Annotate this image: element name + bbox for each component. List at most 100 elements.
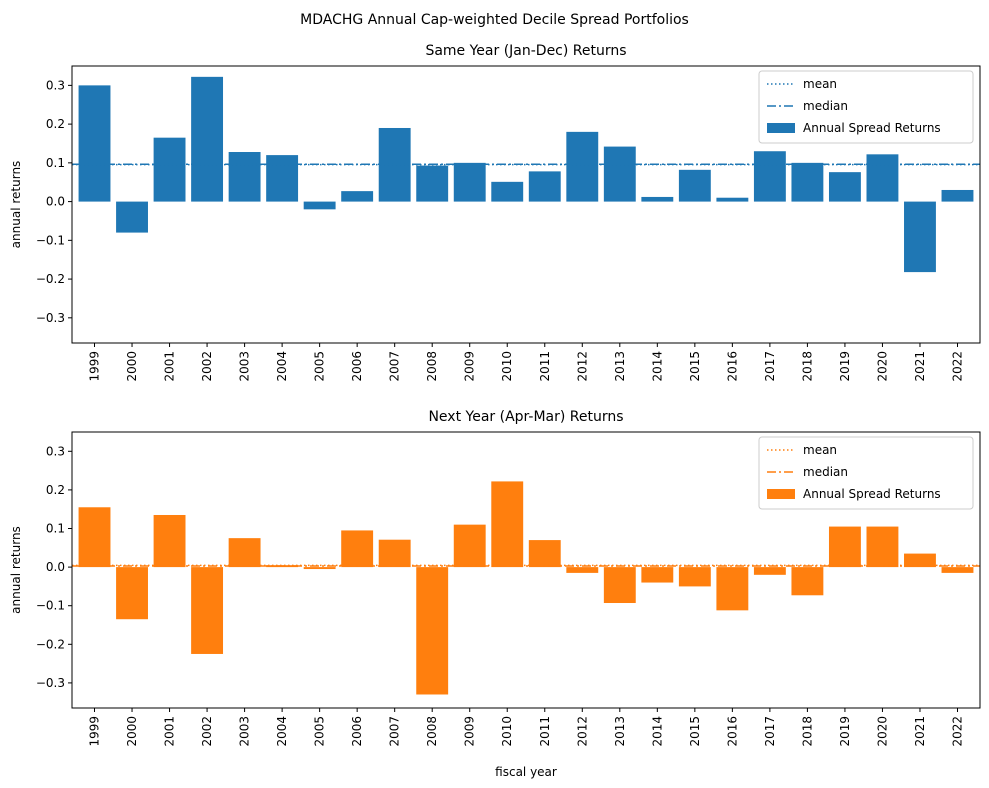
bar-2021	[904, 553, 936, 568]
bar-2002	[191, 567, 224, 654]
bar-2013	[603, 567, 636, 604]
x-tick-label: 2000	[125, 716, 139, 747]
bar-2019	[828, 526, 861, 568]
x-tick-label: 2019	[838, 716, 852, 747]
bar-2022	[941, 189, 974, 202]
x-tick-label: 2016	[725, 351, 739, 382]
x-tick-label: 2018	[800, 351, 814, 382]
legend: mean median Annual Spread Returns	[758, 436, 974, 510]
x-tick-label: 2013	[613, 351, 627, 382]
bar-2017	[753, 567, 786, 575]
bar-2008	[416, 567, 449, 695]
bar-2018	[791, 567, 824, 596]
x-tick-label: 2007	[388, 351, 402, 382]
x-tick-label: 2013	[613, 716, 627, 747]
bar-2009	[453, 162, 486, 202]
y-tick-label: 0.1	[46, 156, 65, 170]
bar-2011	[528, 540, 561, 568]
x-tick-label: 2012	[575, 716, 589, 747]
y-axis-label: annual returns	[9, 161, 23, 249]
bar-2022	[941, 567, 974, 573]
y-tick-label: 0.0	[46, 560, 65, 574]
bar-2012	[566, 131, 599, 202]
x-tick-label: 2002	[200, 716, 214, 747]
panel-next-year: Next Year (Apr-Mar) Returns −0.3 −0.2 −0.1 0…	[9, 409, 981, 779]
panel-title: Next Year (Apr-Mar) Returns	[428, 409, 623, 425]
x-tick-label: 2004	[275, 351, 289, 382]
bar-2001	[153, 137, 186, 202]
x-tick-label: 2004	[275, 716, 289, 747]
bar-2006	[341, 191, 374, 202]
y-axis-label: annual returns	[9, 526, 23, 614]
bar-2007	[378, 539, 411, 568]
y-tick-label: 0.3	[46, 444, 65, 458]
bar-2014	[641, 567, 674, 583]
bar-2016	[716, 567, 749, 611]
x-tick-label: 2008	[425, 351, 439, 382]
bar-2008	[416, 165, 449, 202]
x-tick-label: 2021	[913, 351, 927, 382]
x-tick-label: 2022	[950, 351, 964, 382]
bar-2020	[866, 526, 899, 568]
legend-box	[758, 70, 974, 144]
x-tick-label: 2001	[163, 716, 177, 747]
legend: mean median Annual Spread Returns	[758, 70, 974, 144]
y-tick-label: 0.2	[46, 117, 65, 131]
y-tick-label: 0.0	[46, 195, 65, 209]
x-tick-label: 2011	[538, 716, 552, 747]
x-tick-label: 2018	[800, 716, 814, 747]
bar-2006	[341, 530, 374, 568]
bar-2016	[716, 197, 749, 202]
x-tick-label: 2017	[763, 351, 777, 382]
x-tick-label: 2017	[763, 716, 777, 747]
y-tick-label: −0.1	[36, 599, 65, 613]
legend-label: Annual Spread Returns	[803, 121, 941, 135]
legend-label: mean	[803, 443, 837, 457]
x-axis-label: fiscal year	[495, 765, 557, 779]
bar-2015	[678, 567, 711, 587]
bar-2002	[191, 76, 224, 202]
y-tick-label: −0.3	[36, 311, 65, 325]
x-tick-label: 2021	[913, 716, 927, 747]
bar-2010	[491, 181, 524, 202]
legend-bar-swatch	[767, 123, 795, 133]
bar-2018	[791, 162, 824, 202]
x-tick-label: 2009	[463, 716, 477, 747]
bar-2005	[303, 567, 336, 570]
x-tick-label: 2012	[575, 351, 589, 382]
x-tick-label: 2006	[350, 716, 364, 747]
bar-2000	[116, 201, 148, 233]
plot-frame	[71, 431, 981, 709]
x-tick-label: 1999	[88, 351, 102, 382]
x-tick-label: 2008	[425, 716, 439, 747]
x-tick-label: 2003	[238, 716, 252, 747]
x-tick-label: 2011	[538, 351, 552, 382]
x-tick-label: 2014	[650, 716, 664, 747]
bar-2003	[228, 538, 261, 568]
x-tick-label: 2014	[650, 351, 664, 382]
legend-label: median	[803, 99, 848, 113]
y-tick-label: 0.2	[46, 483, 65, 497]
bar-2005	[303, 201, 336, 210]
bar-2014	[641, 196, 674, 202]
bar-1999	[78, 85, 111, 202]
bar-2009	[453, 524, 486, 568]
x-tick-label: 2016	[725, 716, 739, 747]
x-tick-label: 1999	[88, 716, 102, 747]
x-tick-label: 2015	[688, 351, 702, 382]
y-tick-label: −0.3	[36, 676, 65, 690]
legend-bar-swatch	[767, 489, 795, 499]
panel-same-year: Same Year (Jan-Dec) Returns −0.3 −0.2 −0.1 0…	[9, 43, 981, 382]
x-tick-label: 2019	[838, 351, 852, 382]
x-tick-label: 2015	[688, 716, 702, 747]
bar-2017	[753, 151, 786, 202]
x-tick-label: 2002	[200, 351, 214, 382]
x-tick-label: 2000	[125, 351, 139, 382]
plot-frame	[71, 65, 981, 344]
bar-2011	[528, 171, 561, 202]
x-tick-label: 2020	[875, 351, 889, 382]
bar-2000	[116, 567, 148, 620]
legend-label: Annual Spread Returns	[803, 487, 941, 501]
bar-2019	[828, 172, 861, 202]
